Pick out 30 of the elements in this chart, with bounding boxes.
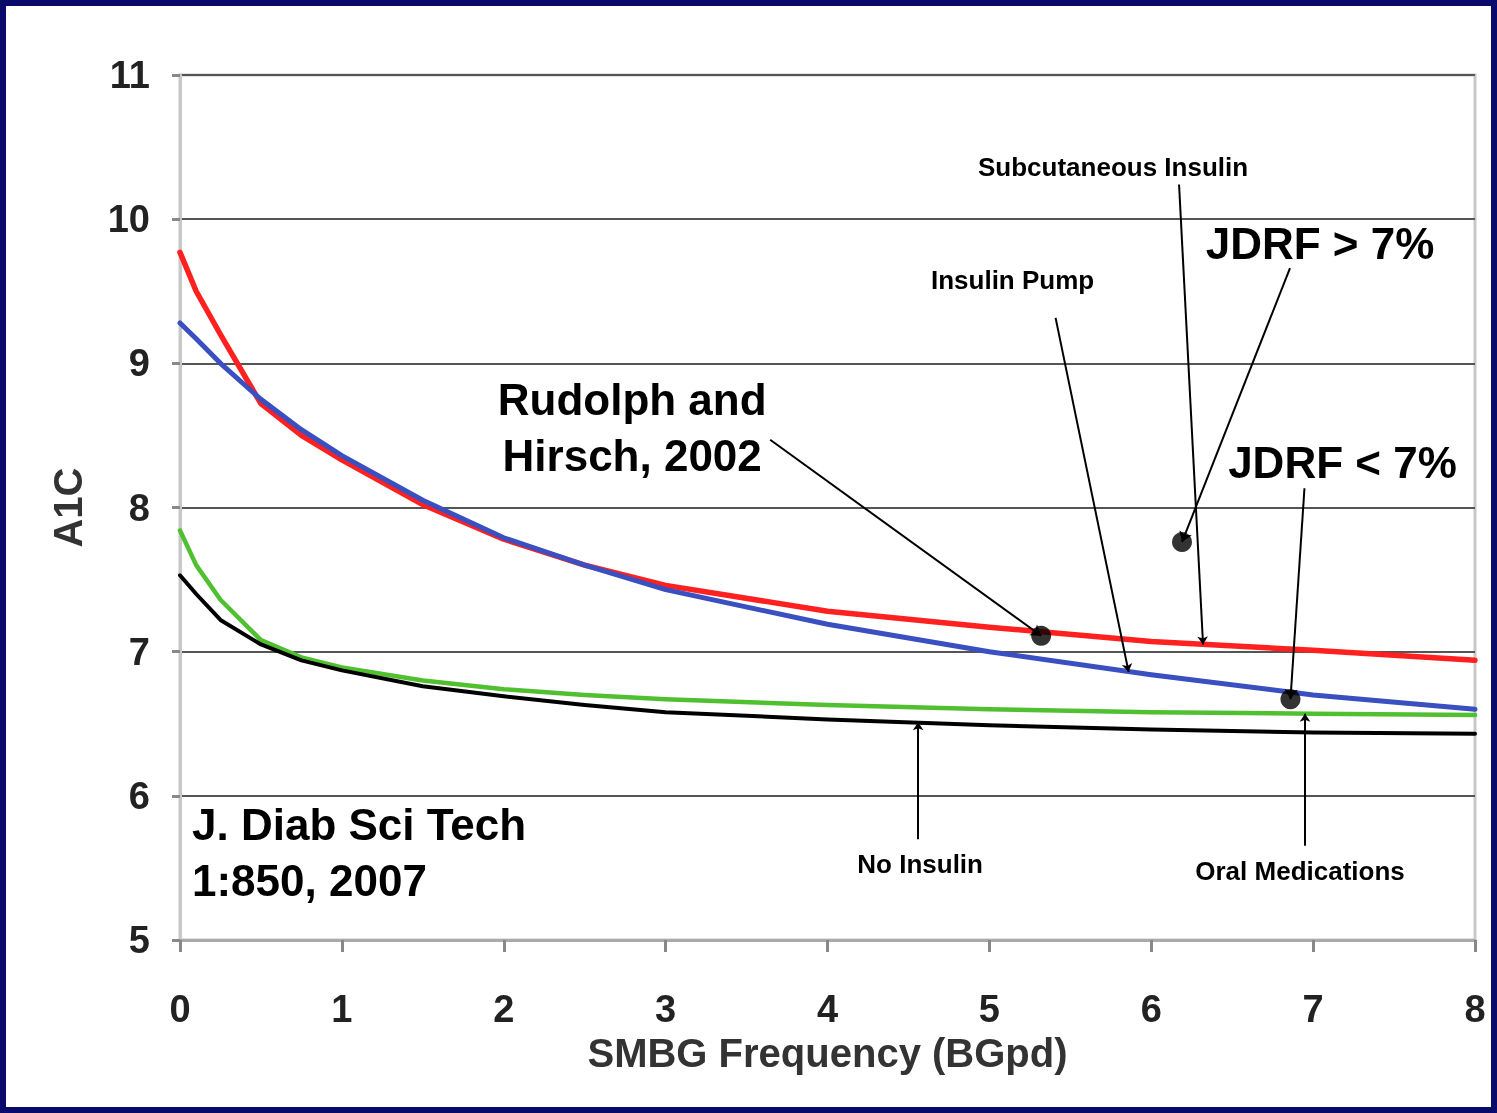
x-tick-label: 6 (1140, 988, 1162, 1030)
annotation: Oral Medications (1195, 855, 1405, 886)
annotation: JDRF < 7% (1228, 437, 1457, 487)
x-tick-label: 4 (816, 988, 839, 1030)
annotation: No Insulin (857, 849, 983, 880)
x-tick-label: 3 (655, 988, 677, 1030)
y-tick-label: 9 (128, 342, 150, 385)
y-tick-label: 8 (128, 486, 150, 529)
point (1031, 625, 1052, 646)
annotation: Insulin Pump (930, 264, 1095, 295)
annotation: Subcutaneous Insulin (977, 152, 1249, 183)
line-series (177, 528, 1478, 718)
x-tick-label: 2 (493, 988, 515, 1030)
x-tick-label: 1 (331, 988, 353, 1030)
y-tick-label: 10 (107, 198, 150, 241)
y-axis-title: A1C (46, 467, 90, 548)
point (1172, 532, 1193, 553)
x-tick-label: 8 (1464, 988, 1486, 1030)
x-tick-label: 5 (978, 988, 1000, 1030)
y-tick-label: 5 (128, 919, 150, 961)
annotation: J. Diab Sci Tech 1:850, 2007 (192, 799, 527, 905)
y-tick-label: 7 (128, 630, 150, 673)
y-tick-label: 11 (109, 54, 150, 96)
y-tick-label: 6 (128, 774, 150, 817)
annotation: JDRF > 7% (1205, 218, 1435, 268)
x-tick-label: 0 (169, 988, 191, 1030)
point (1280, 689, 1301, 710)
x-tick-label: 7 (1302, 988, 1324, 1030)
x-axis-title: SMBG Frequency (BGpd) (587, 1030, 1068, 1075)
annotation: Rudolph and Hirsch, 2002 (497, 375, 767, 481)
